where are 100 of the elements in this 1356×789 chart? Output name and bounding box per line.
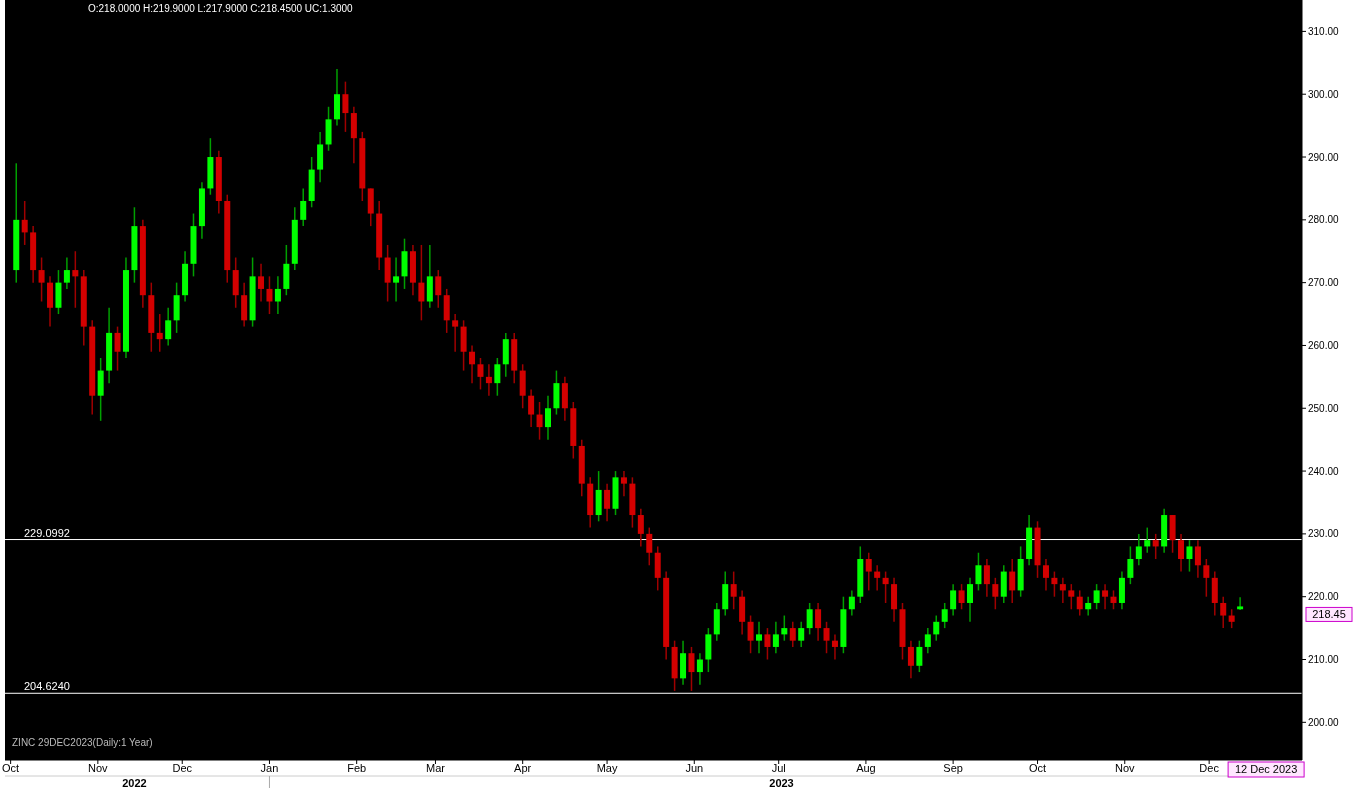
candlestick <box>688 646 695 692</box>
x-tick-label: Jun <box>685 762 704 774</box>
candlestick <box>789 621 796 648</box>
candlestick <box>435 269 442 309</box>
ref-line-label: 204.6240 <box>24 680 70 693</box>
y-tick-label: 230.00 <box>1308 528 1340 540</box>
candlestick <box>933 614 940 642</box>
candlestick <box>831 633 838 661</box>
x-tick-label: Mar <box>425 762 446 774</box>
y-tick-label: 290.00 <box>1308 151 1340 163</box>
x-tick-label: Jan <box>260 762 279 774</box>
x-tick-label: Aug <box>856 762 876 774</box>
candlestick <box>1009 558 1016 604</box>
candlestick <box>1203 558 1210 598</box>
candlestick <box>916 639 923 673</box>
candlestick <box>393 256 400 303</box>
candlestick <box>764 627 771 661</box>
candlestick <box>38 256 45 303</box>
y-tick-label: 210.00 <box>1308 654 1340 665</box>
candlestick <box>756 621 762 654</box>
x-tick-label: May <box>596 762 618 774</box>
candlestick <box>300 187 307 227</box>
x-tick-label: Nov <box>88 762 109 774</box>
y-tick-label: 260.00 <box>1308 339 1340 351</box>
candlestick <box>637 508 644 548</box>
candlestick <box>823 621 830 654</box>
x-tick-label: Oct <box>2 762 20 774</box>
candlestick <box>1228 608 1235 629</box>
x-tick-label: Dec <box>172 762 193 774</box>
candlestick <box>646 526 653 567</box>
candlestick <box>452 313 459 353</box>
y-tick-label: 220.00 <box>1308 591 1340 603</box>
y-tick-label: 270.00 <box>1308 277 1340 289</box>
candlestick <box>874 564 881 592</box>
candlestick <box>536 401 543 441</box>
annotation: ZINC 29DEC2023(Daily:1 Year) <box>12 737 153 748</box>
candlestick <box>1102 583 1109 611</box>
candlestick <box>882 570 889 604</box>
candlestick <box>696 652 703 686</box>
x-tick-label: Nov <box>1114 762 1136 774</box>
candlestick <box>781 614 788 642</box>
candlestick <box>1237 596 1244 611</box>
candlestick <box>865 551 872 592</box>
candlestick <box>1085 595 1092 617</box>
candlestick <box>730 570 737 611</box>
candlestick <box>1152 533 1159 560</box>
candlestick <box>848 589 855 617</box>
candlestick <box>975 551 982 592</box>
candlestick <box>1059 577 1066 604</box>
candlestick <box>342 80 349 133</box>
candlestick <box>806 602 813 636</box>
candlestick <box>528 388 535 428</box>
y-tick-label: 200.00 <box>1308 716 1340 728</box>
candlestick <box>494 357 501 397</box>
candlestick <box>63 256 70 290</box>
candlestick <box>1093 583 1100 611</box>
candlestick <box>1051 570 1058 598</box>
candlestick <box>114 325 121 372</box>
candlestick <box>815 602 822 642</box>
candlestick <box>274 275 281 315</box>
candlestick <box>950 583 957 617</box>
candlestick <box>1076 589 1083 617</box>
ref-line-label: 229.0992 <box>24 526 70 539</box>
x-tick-label: Feb <box>347 762 367 774</box>
candlestick <box>1068 583 1075 611</box>
candlestick <box>477 357 484 391</box>
y-tick-label: 300.00 <box>1308 88 1340 100</box>
text: 12 Dec 2023 <box>1234 763 1298 775</box>
candlestick <box>941 602 948 629</box>
candlestick <box>1042 558 1049 592</box>
candlestick <box>485 363 492 397</box>
candlestick <box>418 244 425 322</box>
x-tick-label: Apr <box>514 762 532 774</box>
candlestick <box>798 621 805 648</box>
candlestick <box>72 250 79 309</box>
candlestick <box>1186 539 1193 573</box>
candlestick <box>1127 545 1134 585</box>
candlestick <box>266 275 273 315</box>
candlestick <box>983 558 990 598</box>
candlestick <box>545 394 551 441</box>
candlestick <box>967 577 974 623</box>
candlestick <box>1144 526 1151 554</box>
candlestick <box>156 313 163 353</box>
candlestick <box>958 583 965 611</box>
candlestick <box>907 639 914 680</box>
candlestick <box>747 614 754 654</box>
candlestick <box>165 307 172 347</box>
candlestick <box>1110 589 1117 611</box>
candlestick <box>992 577 999 611</box>
text: 218.45 <box>1312 608 1346 621</box>
annotation: O:218.0000 H:219.9000 L:217.9000 C:218.4500 UC:1.3000 <box>88 3 354 14</box>
x-tick-label: Jul <box>771 762 786 774</box>
candlestick <box>1220 595 1227 629</box>
x2-tick-label: 2022 <box>122 777 147 789</box>
candlestick <box>1178 533 1185 573</box>
candlestick <box>258 263 265 303</box>
candlestick <box>772 621 779 654</box>
candlestick <box>924 627 931 654</box>
candlestick <box>604 482 611 523</box>
candlestick <box>1194 539 1201 579</box>
